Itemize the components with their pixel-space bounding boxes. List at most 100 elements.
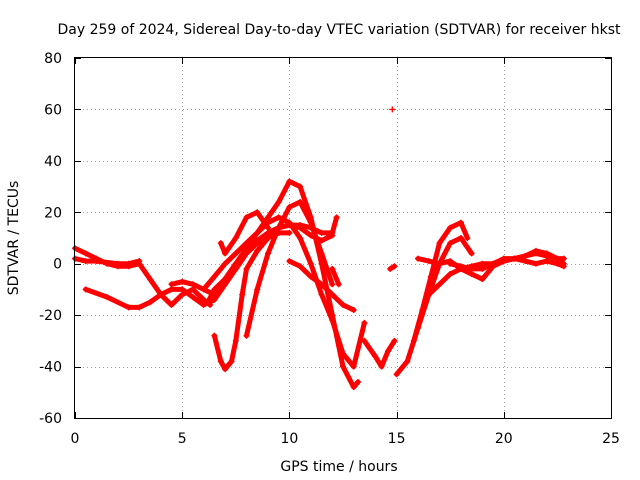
data-point: [222, 276, 229, 283]
data-point: [168, 286, 175, 293]
data-series-layer: [72, 106, 567, 391]
data-point: [543, 250, 550, 257]
data-point: [232, 337, 239, 344]
data-point: [479, 265, 486, 272]
data-point: [333, 214, 340, 221]
series-10: [286, 258, 357, 313]
data-point: [457, 263, 464, 270]
data-point: [254, 286, 261, 293]
data-point: [436, 260, 443, 267]
data-point: [125, 260, 132, 267]
data-point: [329, 317, 336, 324]
y-tick-label: -20: [39, 308, 62, 324]
data-point: [425, 258, 432, 265]
data-point: [286, 178, 293, 185]
data-point: [554, 255, 561, 262]
data-point: [243, 332, 250, 339]
x-axis-label: GPS time / hours: [280, 459, 397, 475]
data-point: [239, 291, 246, 298]
data-point: [93, 258, 100, 265]
data-point: [232, 250, 239, 257]
series-19: [447, 255, 567, 272]
data-point: [264, 235, 271, 241]
data-point: [391, 337, 398, 344]
data-point: [447, 224, 454, 231]
data-point: [211, 332, 218, 339]
x-tick-label: 5: [178, 431, 187, 447]
data-point: [104, 294, 111, 301]
y-tick-label: 20: [44, 205, 62, 221]
data-point: [335, 281, 342, 288]
series-14: [389, 106, 396, 113]
data-point: [329, 281, 336, 288]
data-point: [355, 379, 362, 385]
data-point: [211, 296, 218, 303]
data-point: [275, 199, 282, 205]
data-point: [464, 235, 471, 241]
data-point: [307, 260, 314, 267]
data-point: [490, 260, 497, 267]
data-point: [228, 358, 235, 365]
data-point: [254, 229, 261, 236]
data-point: [543, 258, 550, 265]
data-point: [82, 286, 89, 293]
data-point: [404, 358, 411, 365]
data-point: [425, 291, 432, 298]
data-point: [200, 286, 207, 293]
data-point: [378, 363, 385, 370]
data-point: [329, 291, 336, 298]
data-point: [222, 366, 229, 373]
data-point: [329, 265, 336, 272]
data-point: [393, 371, 400, 378]
data-point: [318, 281, 325, 288]
data-point: [275, 214, 282, 221]
series-11: [329, 265, 342, 288]
data-point: [415, 255, 422, 262]
series-9: [217, 209, 271, 257]
data-point: [436, 281, 443, 288]
data-point: [447, 240, 454, 247]
data-point: [136, 258, 143, 265]
data-point: [385, 348, 392, 355]
data-point: [189, 286, 196, 293]
series-12: [361, 337, 398, 370]
data-point: [168, 281, 175, 288]
series-trace: [169, 222, 335, 298]
data-point: [189, 294, 196, 301]
series-16: [410, 219, 471, 344]
data-point: [264, 229, 271, 236]
data-point: [211, 286, 218, 293]
series-5: [211, 229, 293, 373]
data-point: [254, 209, 261, 216]
y-tick-label: 80: [44, 51, 62, 67]
data-point: [297, 199, 304, 205]
data-point: [522, 253, 529, 259]
axis-ticks: 0 5 10 15 20 25 -60 -40 -20 0 20 40 60 80: [39, 51, 620, 447]
data-point: [264, 250, 271, 257]
data-point: [125, 304, 132, 311]
series-trace: [218, 209, 271, 256]
data-point: [361, 319, 368, 326]
data-point: [82, 258, 89, 265]
data-point: [468, 250, 475, 257]
y-tick-label: 60: [44, 102, 62, 118]
x-tick-label: 20: [495, 431, 513, 447]
data-point: [554, 260, 561, 267]
data-point: [307, 273, 314, 280]
data-point: [340, 301, 346, 308]
data-point: [168, 301, 175, 308]
data-point: [147, 276, 154, 283]
data-point: [318, 291, 325, 298]
data-point: [318, 229, 325, 236]
data-point: [479, 276, 486, 283]
data-point: [136, 304, 143, 311]
data-point: [511, 255, 518, 262]
data-point: [447, 260, 454, 267]
data-point: [217, 358, 224, 365]
data-point: [479, 260, 486, 267]
data-point: [217, 240, 224, 247]
data-point: [147, 299, 154, 306]
y-axis-label: SDTVAR / TECUs: [6, 181, 22, 296]
data-point: [387, 265, 394, 272]
